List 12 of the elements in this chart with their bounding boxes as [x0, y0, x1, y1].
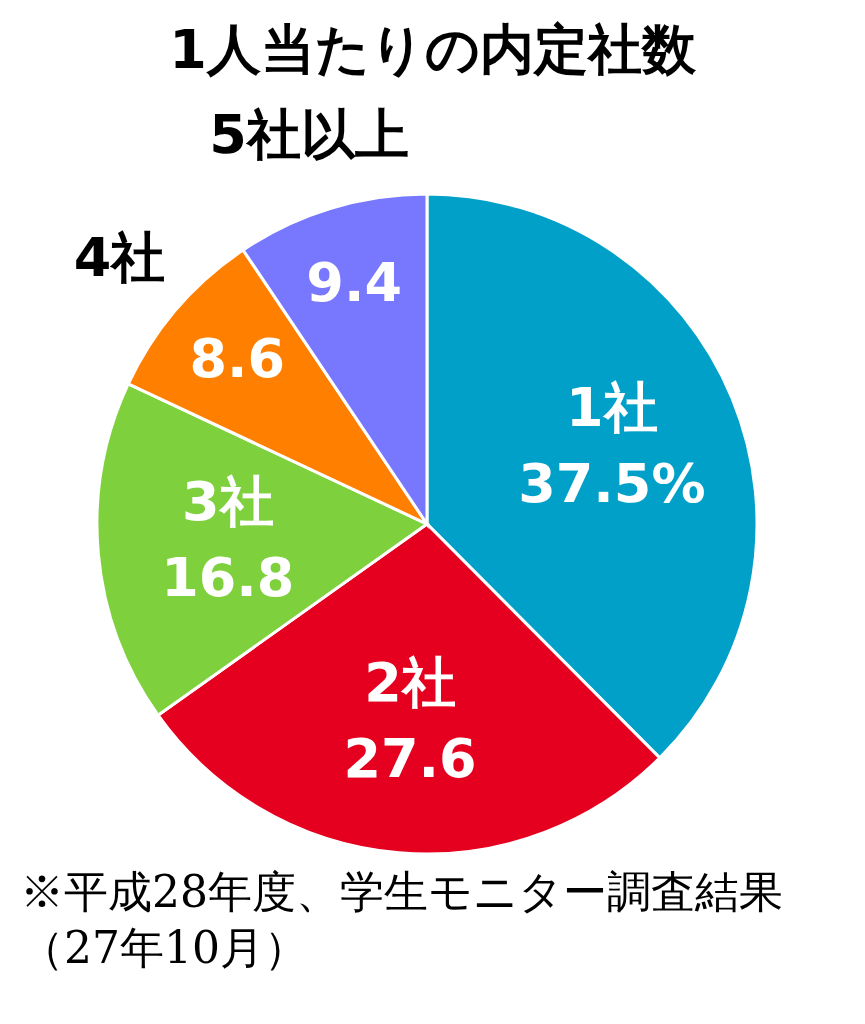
data-label: 16.8: [161, 545, 295, 609]
data-label: 8.6: [189, 327, 286, 391]
slice-label: 1社: [566, 375, 658, 439]
data-label: 9.4: [306, 250, 403, 314]
data-label: 27.6: [343, 727, 477, 791]
slice-label: 5社以上: [209, 102, 409, 166]
slice-label: 3社: [182, 469, 274, 533]
text: ※平成28年度、学生モニター調査結果（27年10月）: [19, 865, 784, 975]
chart-title: 1人当たりの内定社数: [168, 17, 697, 83]
slice-label: 2社: [364, 651, 456, 715]
data-label: 37.5%: [518, 451, 706, 515]
slice-label: 4社: [73, 226, 166, 290]
